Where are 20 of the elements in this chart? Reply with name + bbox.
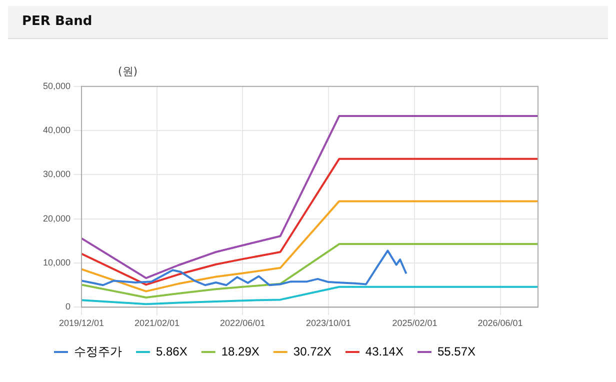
x-tick-label: 2021/02/01 bbox=[134, 318, 180, 328]
x-tick-label: 2026/06/01 bbox=[478, 318, 523, 328]
y-tick-label: 10,000 bbox=[42, 258, 71, 268]
x-tick-label: 2019/12/01 bbox=[59, 318, 104, 328]
y-axis-title: (원) bbox=[118, 64, 138, 79]
chart-title: PER Band bbox=[22, 14, 92, 29]
y-tick-label: 40,000 bbox=[42, 125, 71, 136]
legend-label: 30.72X bbox=[293, 344, 332, 358]
x-tick-label: 2025/02/01 bbox=[392, 318, 438, 328]
y-tick-label: 20,000 bbox=[42, 213, 71, 224]
x-tick-label: 2022/06/01 bbox=[220, 318, 266, 328]
legend-label: 18.29X bbox=[221, 344, 260, 358]
y-tick-label: 30,000 bbox=[42, 169, 71, 180]
y-tick-label: 50,000 bbox=[42, 80, 71, 91]
y-tick-label: 0 bbox=[66, 302, 71, 312]
legend-label: 55.57X bbox=[437, 344, 476, 358]
legend-label: 5.86X bbox=[156, 344, 188, 358]
legend-label: 43.14X bbox=[365, 344, 404, 358]
x-tick-label: 2023/10/01 bbox=[306, 318, 351, 328]
legend-label: 수정주가 bbox=[74, 344, 122, 358]
